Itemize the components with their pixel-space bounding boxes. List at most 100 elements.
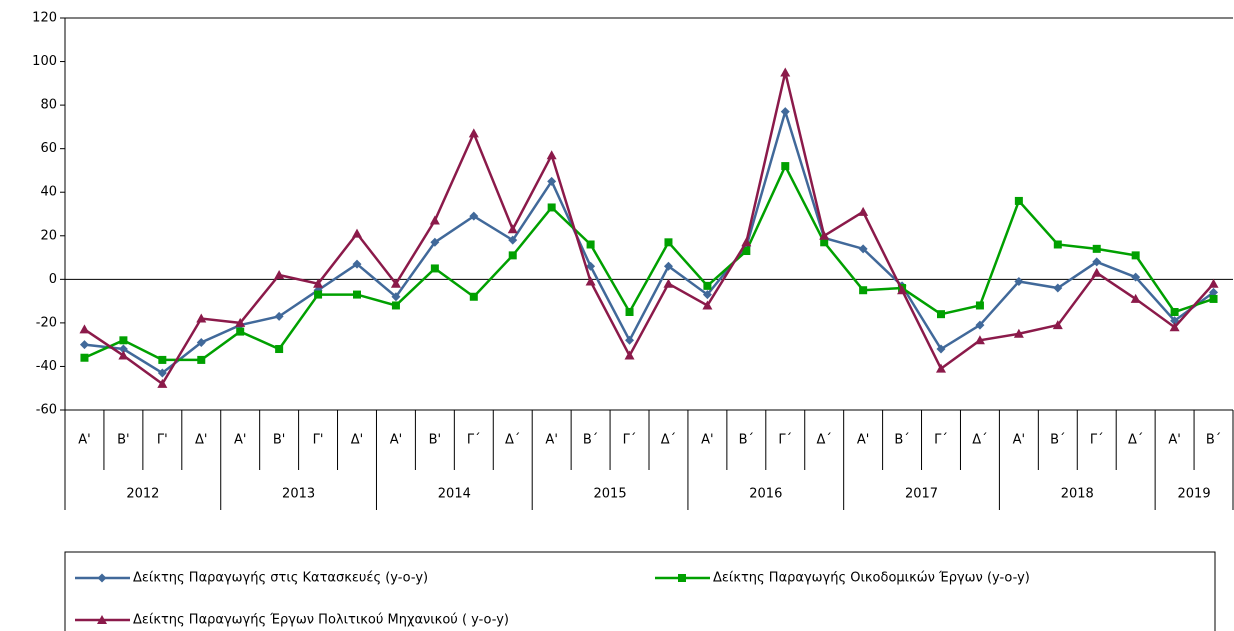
data-point [624,350,635,360]
y-tick-label: 120 [32,11,57,26]
y-tick-label: 60 [40,141,57,156]
data-point [703,281,712,290]
data-point [79,340,89,350]
data-point [974,335,985,345]
data-point [663,261,673,271]
x-tick-label: Β΄ [583,433,598,448]
data-point [858,206,869,216]
data-point [236,327,245,336]
data-point [1013,328,1024,338]
data-point [702,300,713,310]
data-point [586,261,596,271]
data-point [858,244,868,254]
data-point [742,247,751,256]
data-point [975,301,984,310]
data-point [508,251,517,260]
year-label: 2016 [749,487,782,502]
x-tick-label: Α' [1013,433,1025,448]
data-point [547,176,557,186]
data-point [274,311,284,321]
data-point [353,290,361,299]
data-point [1169,322,1180,332]
data-point [1092,244,1101,253]
data-point [508,235,518,245]
data-point [119,336,128,345]
data-point [274,269,285,279]
year-label: 2015 [594,487,627,502]
data-point [157,368,167,378]
x-tick-label: Β΄ [1206,433,1221,448]
data-point [429,215,440,225]
data-point [663,278,674,288]
data-point [80,353,89,362]
year-label: 2012 [126,487,159,502]
data-point [1208,278,1219,288]
data-point [936,363,946,373]
y-tick-label: -20 [36,315,57,330]
year-label: 2014 [438,487,471,502]
data-point [1130,293,1141,303]
data-point [859,286,868,295]
data-point [1053,283,1063,293]
data-point [1209,287,1219,297]
data-point [79,324,90,334]
legend-marker [97,615,107,624]
legend-box [64,551,1216,631]
data-point [430,237,440,247]
data-point [1091,267,1102,277]
data-point [352,259,362,269]
x-tick-label: Δ΄ [1128,433,1143,448]
x-tick-label: Β' [117,433,130,448]
data-point [118,350,129,360]
legend-label: Δείκτης Παραγωγής Έργων Πολιτικού Μηχανι… [133,613,509,628]
data-point [196,313,207,323]
y-tick-label: 100 [32,54,57,69]
data-point [1209,294,1218,303]
x-tick-label: Α' [78,433,90,448]
x-tick-label: Β' [273,433,286,448]
data-point [1052,320,1063,330]
data-point [937,310,945,319]
data-point [546,150,557,160]
x-tick-label: Γ΄ [623,433,637,448]
x-tick-label: Δ' [351,433,363,448]
x-tick-label: Α' [234,433,246,448]
data-point [468,128,479,138]
x-tick-label: Β' [429,433,442,448]
data-point [390,278,401,288]
x-tick-label: Β΄ [1050,433,1065,448]
y-tick-label: -60 [36,403,57,418]
data-point [780,67,791,77]
x-tick-label: Δ΄ [661,433,676,448]
data-point [702,290,712,300]
data-point [936,344,946,354]
data-point [625,335,635,345]
year-label: 2017 [905,487,938,502]
data-point [275,345,284,354]
series-line [83,72,1215,386]
legend-marker [678,574,686,582]
legend-label: Δείκτης Παραγωγής Οικοδομικών Έργων (y-o… [713,571,1030,586]
data-point [313,278,324,288]
x-tick-label: Γ΄ [1090,433,1104,448]
data-point [158,355,167,364]
y-tick-label: 80 [40,98,57,113]
x-tick-label: Δ΄ [816,433,831,448]
data-point [197,355,206,364]
data-point [118,344,128,354]
legend-label: Δείκτης Παραγωγής στις Κατασκευές (y-o-y… [133,571,428,586]
x-tick-label: Γ΄ [467,433,481,448]
data-point [819,230,830,240]
y-tick-label: 0 [49,272,57,287]
data-point [1053,240,1062,249]
data-point [157,378,168,388]
x-tick-label: Γ' [157,433,168,448]
data-point [741,237,752,247]
data-point [664,238,673,247]
x-tick-label: Γ' [313,433,324,448]
x-tick-label: Β΄ [894,433,909,448]
x-tick-label: Α' [545,433,557,448]
data-point [820,238,829,247]
series-line [84,107,1215,375]
